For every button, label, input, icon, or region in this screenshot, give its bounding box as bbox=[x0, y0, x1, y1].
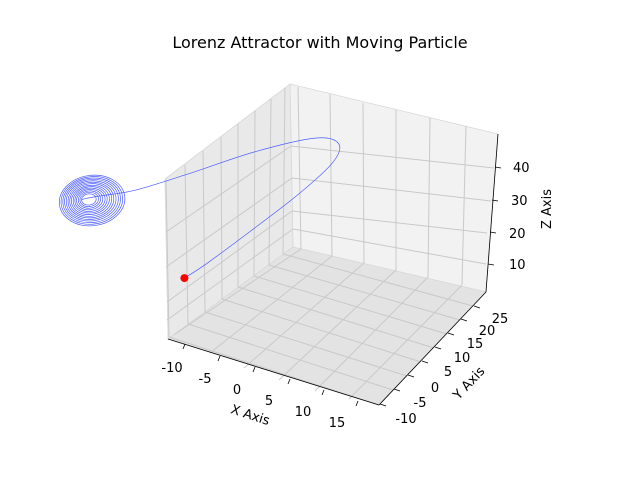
z-axis-label: Z Axis bbox=[540, 189, 555, 229]
z-tick-label-3: 40 bbox=[513, 161, 530, 176]
spiral-loop bbox=[62, 177, 121, 224]
spiral-loop bbox=[72, 186, 108, 214]
x-axis-ticks bbox=[182, 343, 359, 407]
moving-particle bbox=[180, 274, 189, 283]
spiral-loop bbox=[76, 189, 104, 211]
x-axis-line bbox=[167, 338, 380, 406]
spiral-loop bbox=[81, 193, 97, 206]
data-layer bbox=[58, 137, 341, 283]
spiral-loop bbox=[74, 187, 106, 212]
z-tick-label-2: 30 bbox=[511, 194, 528, 209]
y-tick-label-4: 10 bbox=[454, 351, 471, 366]
z-tick-label-1: 20 bbox=[509, 227, 526, 242]
z-tick-label-0: 10 bbox=[509, 258, 526, 273]
x-tick-label-0: -10 bbox=[161, 361, 182, 376]
y-tick-label-0: -10 bbox=[395, 412, 416, 427]
spiral-loop bbox=[64, 179, 119, 222]
y-tick-label-1: -5 bbox=[414, 396, 427, 411]
spiral-loop bbox=[69, 183, 113, 217]
y-tick-label-5: 15 bbox=[467, 337, 484, 352]
y-axis-ticks bbox=[379, 305, 481, 407]
y-tick-label-3: 5 bbox=[444, 365, 452, 380]
y-tick-label-6: 20 bbox=[479, 324, 496, 339]
x-tick-label-2: 0 bbox=[233, 383, 241, 398]
spiral-loop bbox=[65, 180, 117, 220]
spiral-loop bbox=[77, 190, 101, 209]
grid-lines bbox=[165, 86, 495, 406]
spiral-loop bbox=[79, 191, 99, 207]
x-tick-label-1: -5 bbox=[199, 372, 212, 387]
x-tick-label-4: 10 bbox=[295, 405, 312, 420]
y-tick-label-2: 0 bbox=[431, 381, 439, 396]
spiral-loop bbox=[71, 184, 110, 215]
spiral-loop bbox=[60, 176, 124, 225]
y-axis-label: Y Axis bbox=[450, 364, 488, 404]
z-axis-ticks bbox=[487, 166, 502, 266]
x-tick-label-5: 15 bbox=[329, 416, 346, 431]
spiral-loop bbox=[67, 181, 115, 219]
spiral-loop bbox=[58, 174, 126, 227]
z-axis-line bbox=[485, 133, 499, 293]
y-tick-label-7: 25 bbox=[492, 312, 509, 327]
x-tick-label-3: 5 bbox=[265, 394, 273, 409]
y-axis-line bbox=[378, 291, 487, 406]
chart-title: Lorenz Attractor with Moving Particle bbox=[172, 33, 468, 52]
